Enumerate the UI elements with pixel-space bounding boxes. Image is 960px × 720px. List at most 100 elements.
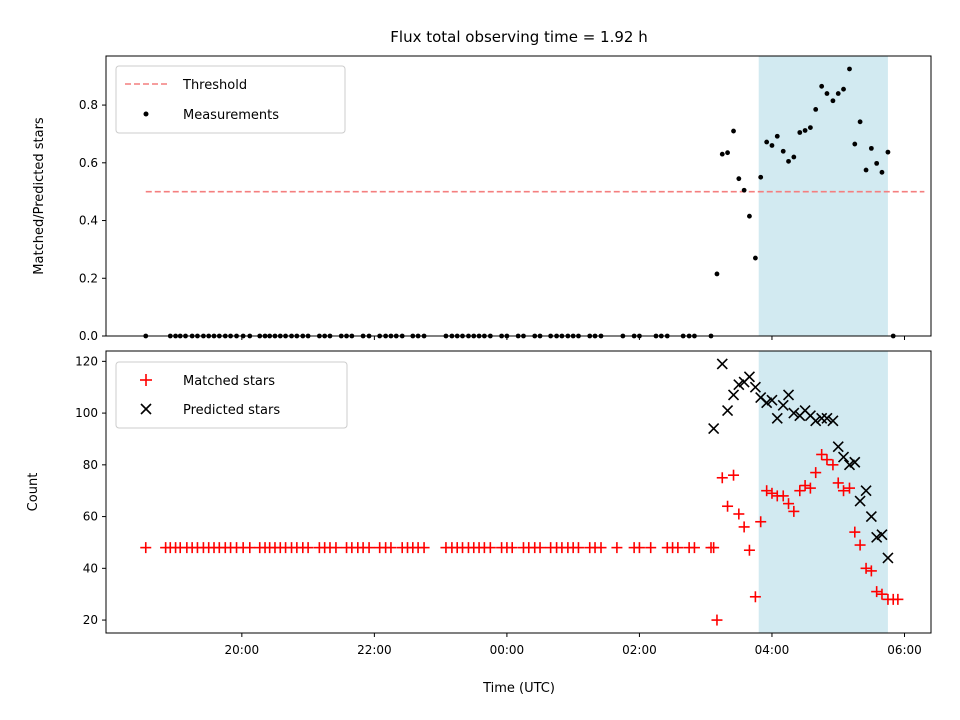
bottom-y-tick-label: 120 (75, 354, 98, 368)
measurement-point (731, 128, 736, 134)
matched-star-point (363, 542, 375, 554)
predicted-star-point (843, 459, 856, 471)
measurement-point (769, 143, 775, 148)
chart-title: Flux total observing time = 1.92 h (390, 28, 647, 46)
legend-matched-label: Matched stars (183, 374, 275, 389)
top-y-tick-label: 0.4 (79, 214, 98, 228)
matched-star-point (711, 614, 723, 626)
matched-star-point (722, 500, 734, 512)
predicted-star-point (788, 407, 800, 419)
matched-star-point (821, 454, 833, 466)
predicted-star-point (876, 529, 888, 541)
measurement-point (725, 150, 730, 156)
measurement-point (736, 176, 742, 182)
predicted-star-point (761, 397, 773, 409)
measurement-point (791, 154, 797, 160)
predicted-star-point (871, 531, 883, 543)
matched-star-point (832, 477, 844, 489)
predicted-star-point (733, 379, 745, 391)
predicted-star-point (771, 412, 783, 424)
matched-star-point (838, 485, 850, 497)
bottom-panel: 20:00 22:00 00:00 02:00 04:00 06:00 20 40 60 80 1… (26, 350, 932, 696)
matched-star-point (672, 542, 684, 554)
matched-star-point (788, 505, 800, 517)
matched-star-point (777, 490, 789, 502)
bottom-y-axis-label: Count (26, 473, 41, 512)
top-shaded-region (758, 56, 888, 336)
bottom-x-tick-label: 20:00 (225, 643, 260, 657)
x-axis-label: Time (UTC) (482, 681, 555, 696)
matched-star-point (827, 459, 839, 471)
predicted-star-point (716, 358, 728, 370)
matched-star-point (418, 542, 430, 554)
predicted-star-point (708, 423, 720, 435)
bottom-shaded-region (758, 351, 888, 633)
measurement-point (797, 130, 803, 135)
bottom-x-tick-label: 02:00 (622, 643, 657, 657)
matched-star-point (766, 487, 778, 499)
matched-star-point (865, 565, 877, 577)
measurement-point (824, 91, 830, 96)
predicted-star-point (743, 371, 755, 383)
measurement-point (802, 128, 808, 133)
matched-star-point (611, 542, 623, 554)
matched-star-point (849, 526, 861, 538)
predicted-star-point (782, 389, 795, 401)
predicted-star-point (749, 381, 761, 393)
bottom-legend: Matched stars Predicted stars (115, 361, 348, 429)
predicted-star-point (849, 456, 861, 468)
measurement-point (752, 255, 758, 261)
bottom-x-tick-label: 04:00 (755, 643, 790, 657)
matched-star-point (244, 542, 256, 554)
bottom-x-ticks: 20:00 22:00 00:00 02:00 04:00 06:00 (225, 633, 922, 657)
legend-predicted-swatch (140, 403, 152, 415)
legend-measurements-label: Measurements (183, 108, 279, 123)
measurement-point (841, 86, 846, 92)
bottom-y-tick-label: 80 (83, 458, 98, 472)
matched-star-point (755, 516, 767, 528)
legend-predicted-label: Predicted stars (183, 403, 280, 418)
predicted-star-point (860, 485, 872, 497)
matched-star-point (799, 480, 811, 492)
matched-star-point (645, 542, 657, 554)
predicted-star-point (727, 389, 740, 401)
measurement-point (857, 119, 863, 125)
matched-star-point (854, 539, 866, 551)
measurement-point (830, 98, 836, 104)
matched-star-point (876, 588, 888, 600)
matched-star-point (892, 593, 904, 605)
matched-star-point (871, 586, 883, 598)
measurement-point (847, 66, 852, 72)
measurement-point (874, 160, 880, 166)
matched-star-point (484, 542, 496, 554)
bottom-x-tick-label: 06:00 (887, 643, 922, 657)
matched-star-point (506, 542, 518, 554)
predicted-star-point (810, 415, 822, 427)
legend-threshold-label: Threshold (182, 78, 247, 93)
measurement-point (879, 169, 885, 175)
measurement-point (758, 174, 764, 180)
top-y-tick-label: 0.6 (79, 156, 98, 170)
matched-star-point (728, 469, 740, 481)
matched-star-point (716, 472, 728, 484)
matched-star-point (816, 448, 828, 460)
measurement-point (786, 158, 791, 164)
matched-star-point (860, 562, 872, 574)
bottom-y-ticks: 20 40 60 80 100 120 (75, 354, 106, 627)
bottom-y-tick-label: 20 (83, 613, 98, 627)
measurement-point (835, 91, 841, 96)
top-y-tick-label: 0.2 (79, 271, 98, 285)
matched-star-point (733, 508, 745, 520)
measurement-point (863, 167, 869, 173)
measurement-point (868, 145, 874, 151)
matched-star-point (749, 591, 761, 603)
predicted-star-point (832, 441, 844, 453)
top-y-tick-label: 0.0 (79, 329, 98, 343)
predicted-star-point (816, 412, 828, 424)
bottom-legend-box (115, 361, 348, 429)
predicted-star-point (777, 399, 789, 411)
bottom-x-tick-label: 22:00 (357, 643, 392, 657)
matched-star-point (810, 467, 822, 479)
measurement-point (807, 125, 813, 130)
